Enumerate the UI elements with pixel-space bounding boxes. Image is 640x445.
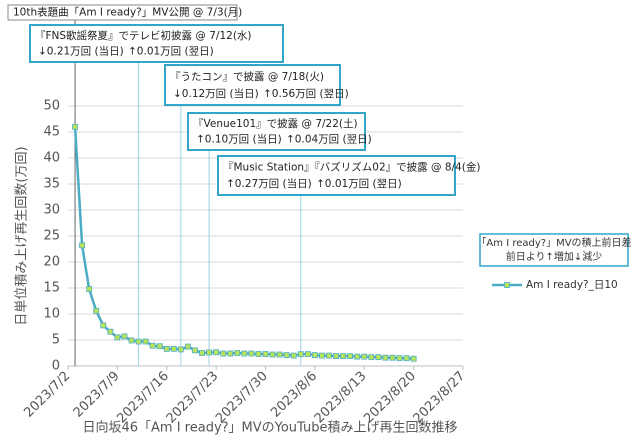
marker <box>382 354 389 361</box>
marker <box>220 350 227 357</box>
annotation-text: 『Music Station』『バズリズム02』で披露 @ 8/4(金) <box>223 160 480 173</box>
marker <box>163 345 170 352</box>
y-tick-label: 40 <box>43 151 60 166</box>
annotation-text: ↑0.01万回 (翌日) <box>128 46 214 58</box>
marker <box>121 333 128 340</box>
marker <box>241 350 248 357</box>
annotation-text: 『うたコン』で披露 @ 7/18(火) <box>170 70 324 83</box>
annotation-text: ↓0.21万回 (当日) <box>38 45 124 58</box>
marker <box>389 354 396 361</box>
x-tick-label: 2023/8/27 <box>411 369 469 427</box>
annotation-text: ↑0.56万回 (翌日) <box>263 88 349 100</box>
marker <box>227 350 234 357</box>
annotation-text: ↑0.27万回 (当日) <box>226 177 312 190</box>
marker <box>206 349 212 356</box>
legend-marker <box>504 282 510 288</box>
x-tick-label: 2023/7/16 <box>114 369 172 427</box>
marker <box>234 350 241 356</box>
marker <box>276 351 283 358</box>
x-tick-label: 2023/8/13 <box>312 369 370 427</box>
marker <box>255 351 262 357</box>
marker <box>149 342 156 349</box>
marker <box>375 354 382 361</box>
marker <box>269 351 276 358</box>
y-tick-label: 50 <box>43 99 60 114</box>
marker <box>199 350 205 356</box>
x-tick-label: 2023/8/6 <box>268 369 320 421</box>
annotation-box <box>7 4 238 21</box>
legend-title: 前日より↑増加↓減少 <box>506 250 603 263</box>
marker <box>297 351 304 358</box>
marker <box>114 334 121 341</box>
marker <box>177 346 184 353</box>
y-tick-label: 10 <box>43 307 60 322</box>
marker <box>93 307 100 314</box>
marker <box>156 343 163 350</box>
annotation-text: ↑0.10万回 (当日) <box>196 133 282 146</box>
marker <box>347 353 354 360</box>
annotation-text: 『Venue101』で披露 @ 7/22(土) <box>193 117 358 130</box>
marker <box>410 355 417 362</box>
legend-title-box <box>479 233 629 267</box>
marker <box>368 354 375 361</box>
marker <box>128 337 135 344</box>
marker <box>100 322 107 329</box>
annotation-text: ↓0.12万回 (当日) <box>173 87 259 100</box>
annotation-text: ↑0.04万回 (翌日) <box>286 134 372 146</box>
marker <box>354 353 361 360</box>
marker <box>192 347 198 354</box>
x-tick-label: 2023/8/20 <box>361 369 419 427</box>
marker <box>361 353 368 360</box>
marker <box>333 353 339 360</box>
marker <box>170 345 177 352</box>
annotation-box <box>29 24 284 63</box>
marker <box>326 352 332 359</box>
x-tick-label: 2023/7/30 <box>213 369 271 427</box>
marker <box>135 338 142 345</box>
marker <box>396 355 403 362</box>
y-tick-label: 45 <box>43 125 60 140</box>
marker <box>262 351 269 357</box>
x-tick-label: 2023/7/9 <box>71 369 123 421</box>
marker <box>86 286 93 292</box>
y-tick-label: 0 <box>52 359 60 374</box>
y-tick-label: 5 <box>52 333 60 348</box>
marker <box>248 350 255 357</box>
legend-label: Am I ready?_日10 <box>526 279 618 291</box>
marker <box>213 349 220 356</box>
annotation-box <box>164 64 341 106</box>
marker <box>403 355 410 362</box>
y-tick-label: 35 <box>43 177 60 192</box>
marker <box>290 352 297 359</box>
annotation-box <box>217 155 456 196</box>
annotation-text: 10th表題曲「Am I ready?」MV公開 @ 7/3(月) <box>13 6 242 19</box>
marker <box>283 352 290 358</box>
marker <box>79 242 86 249</box>
y-tick-label: 15 <box>43 281 60 296</box>
marker <box>304 351 311 358</box>
marker <box>72 123 78 130</box>
y-tick-label: 30 <box>43 203 60 218</box>
y-tick-label: 20 <box>43 255 60 270</box>
y-tick-label: 25 <box>43 229 60 244</box>
annotation-box <box>187 112 366 151</box>
x-axis-label: 日向坂46「Am I ready?」MVのYouTube積み上げ再生回数推移 <box>82 420 457 436</box>
marker <box>311 352 318 358</box>
marker <box>319 352 325 359</box>
annotation-text: 『FNS歌謡祭夏』でテレビ初披露 @ 7/12(水) <box>35 29 252 42</box>
x-tick-label: 2023/7/23 <box>164 369 222 427</box>
annotation-text: ↑0.01万回 (翌日) <box>316 178 402 190</box>
marker <box>107 328 114 335</box>
marker <box>340 353 346 360</box>
x-tick-label: 2023/7/2 <box>21 369 73 421</box>
y-axis-label: 日単位積み上げ再生回数(万回) <box>14 146 30 325</box>
legend-title: 「Am I ready?」MVの積上前日差 <box>476 236 631 249</box>
marker <box>142 338 149 345</box>
marker <box>185 343 191 350</box>
